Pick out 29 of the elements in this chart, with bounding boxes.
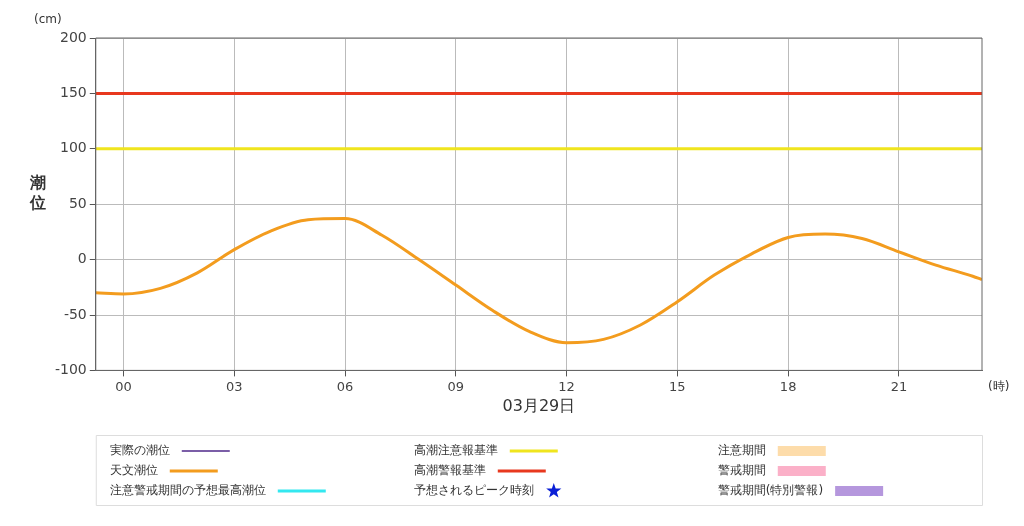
x-tick-label: 18 xyxy=(779,378,797,394)
y-axis-title: 潮位 xyxy=(29,173,46,213)
y-tick-label: 150 xyxy=(60,84,87,101)
legend-label: 注意期間 xyxy=(717,443,766,458)
y-tick-label: 100 xyxy=(60,139,87,156)
legend-label: 高潮警報基準 xyxy=(413,463,486,478)
y-tick-label: 200 xyxy=(60,28,87,45)
y-tick-label: 0 xyxy=(77,250,87,267)
x-tick-label: 15 xyxy=(669,378,686,394)
y-tick-label: -100 xyxy=(54,361,87,378)
legend-label: 警戒期間(特別警報) xyxy=(717,483,824,498)
legend-label: 高潮注意報基準 xyxy=(413,443,498,458)
line-series xyxy=(95,217,982,345)
x-tick-label: 00 xyxy=(115,378,132,394)
legend-label: 警戒期間 xyxy=(717,463,766,478)
legend-label: 注意警戒期間の予想最高潮位 xyxy=(109,483,266,498)
x-tick-label: 09 xyxy=(447,378,465,394)
legend-label: 天文潮位 xyxy=(109,463,158,478)
legend-label: 予想されるピーク時刻 xyxy=(413,483,534,498)
x-tick-label: 03 xyxy=(225,378,243,394)
x-axis-title: 03月29日 xyxy=(502,395,576,415)
x-tick-label: 21 xyxy=(890,378,908,394)
x-tick-label: 06 xyxy=(336,378,354,394)
y-tick-label: 50 xyxy=(68,194,87,211)
text: (時) xyxy=(988,378,1010,393)
x-tick-label: 12 xyxy=(558,378,575,394)
legend-label: 実際の潮位 xyxy=(109,443,170,458)
text: (cm) xyxy=(33,12,62,27)
y-tick-label: -50 xyxy=(63,305,87,322)
